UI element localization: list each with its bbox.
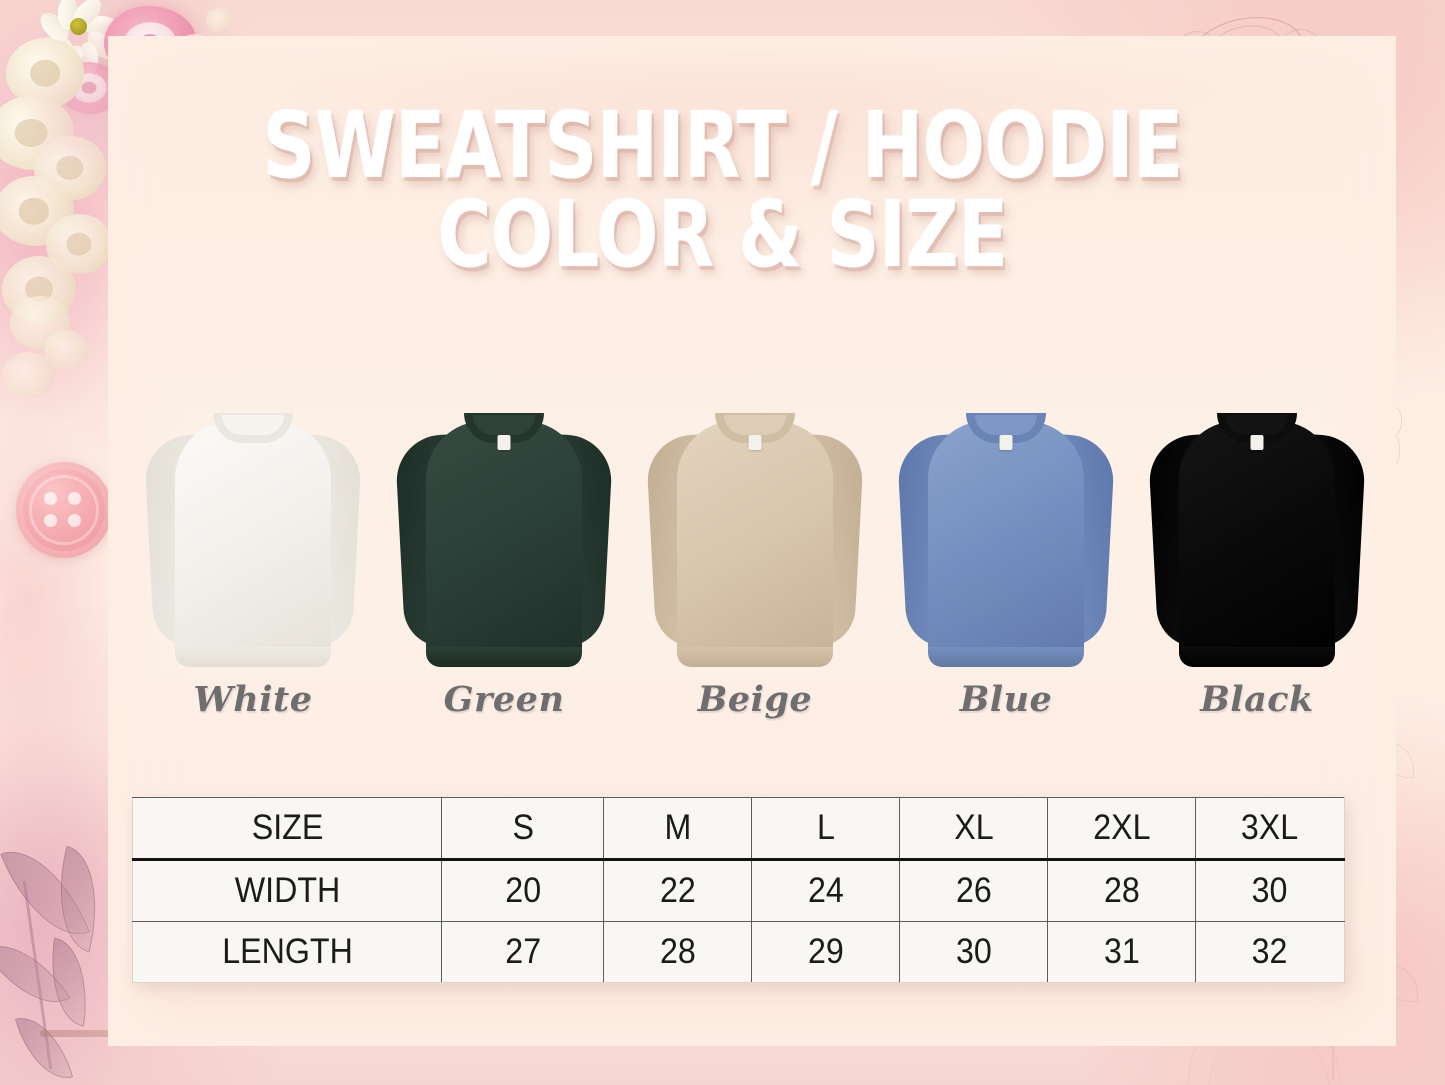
- cell-width-xl: 26: [905, 859, 1043, 922]
- sweatshirt-white-illustration: [143, 405, 363, 667]
- table-header-m: M: [609, 797, 747, 861]
- neck-tag: [497, 435, 511, 450]
- table-header-s: S: [447, 797, 598, 861]
- table-header-xl: XL: [905, 797, 1043, 861]
- title-line-1: SWEATSHIRT / HOODIE: [262, 92, 1184, 199]
- page-title: SWEATSHIRT / HOODIE COLOR & SIZE: [0, 92, 1445, 288]
- sweatshirt-black-illustration: [1147, 405, 1367, 667]
- sweatshirt-blue-illustration: [896, 405, 1116, 667]
- sweatshirt-green-illustration: [394, 405, 614, 667]
- cell-width-s: 20: [447, 859, 598, 922]
- table-row-header: SIZE S M L XL 2XL 3XL: [133, 797, 1345, 861]
- color-label-black: Black: [1200, 679, 1314, 720]
- table-label-width: WIDTH: [144, 859, 430, 922]
- cell-width-2xl: 28: [1052, 859, 1190, 922]
- table-row-width: WIDTH 20 22 24 26 28 30: [133, 859, 1345, 922]
- cream-flower-icon: [6, 38, 84, 108]
- cell-length-l: 29: [757, 921, 895, 983]
- color-label-green: Green: [443, 679, 565, 720]
- pink-button-icon: [16, 462, 112, 558]
- bud-icon: [2, 352, 54, 398]
- table-header-3xl: 3XL: [1200, 797, 1339, 861]
- title-line-2: COLOR & SIZE: [437, 180, 1009, 288]
- neck-tag: [748, 435, 762, 450]
- product-black: Black: [1144, 405, 1370, 720]
- color-label-beige: Beige: [697, 679, 813, 720]
- cell-width-l: 24: [757, 859, 895, 922]
- table-row-length: LENGTH 27 28 29 30 31 32: [133, 921, 1345, 983]
- color-label-blue: Blue: [959, 679, 1053, 720]
- cell-length-xl: 30: [905, 921, 1043, 983]
- cell-length-s: 27: [447, 921, 598, 983]
- table-label-length: LENGTH: [144, 921, 430, 983]
- cell-length-m: 28: [609, 921, 747, 983]
- table-header-2xl: 2XL: [1052, 797, 1190, 861]
- table-header-l: L: [757, 797, 895, 861]
- neck-tag: [999, 435, 1013, 450]
- cell-length-3xl: 32: [1200, 921, 1339, 983]
- neck-tag: [1250, 435, 1264, 450]
- product-green: Green: [391, 405, 617, 720]
- cell-width-3xl: 30: [1200, 859, 1339, 922]
- size-chart-table: SIZE S M L XL 2XL 3XL WIDTH 20 22 24 26 …: [132, 797, 1345, 983]
- cell-width-m: 22: [609, 859, 747, 922]
- color-swatch-row: White Green: [140, 405, 1370, 720]
- color-label-white: White: [193, 679, 313, 720]
- product-blue: Blue: [893, 405, 1119, 720]
- product-beige: Beige: [642, 405, 868, 720]
- sweatshirt-beige-illustration: [645, 405, 865, 667]
- small-sprig-icon: [206, 8, 232, 32]
- table-header-size: SIZE: [144, 797, 430, 861]
- cell-length-2xl: 31: [1052, 921, 1190, 983]
- product-white: White: [140, 405, 366, 720]
- bud-icon: [44, 330, 88, 370]
